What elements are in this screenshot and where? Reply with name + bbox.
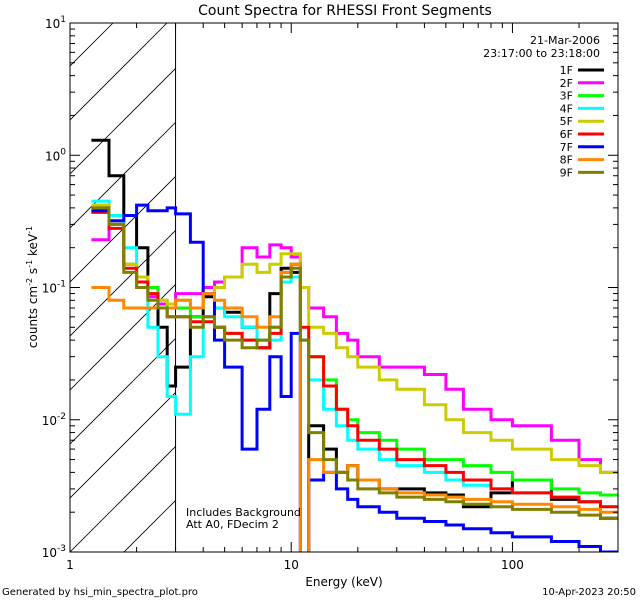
legend-label-6F: 6F (560, 128, 573, 141)
observation-time-range: 23:17:00 to 23:18:00 (483, 47, 600, 60)
x-axis-label: Energy (keV) (305, 575, 382, 589)
x-tick-labels: 1 10 100 (66, 558, 524, 572)
hatch-line (70, 67, 176, 175)
x-tick-label: 10 (284, 558, 299, 572)
legend-label-5F: 5F (560, 115, 573, 128)
y-tick-base: 10 (42, 282, 57, 296)
series-line-8F (91, 262, 618, 552)
annotation-attenuator: Att A0, FDecim 2 (186, 518, 279, 531)
y-tick-base: 10 (42, 546, 57, 560)
hatch-line (70, 283, 176, 391)
series-line-4F (91, 199, 618, 509)
y-label-part: keV (26, 233, 40, 260)
axis-ticks (69, 22, 619, 553)
attenuator-hatch-region (70, 23, 176, 552)
hatch-line (70, 391, 176, 499)
y-tick-exponent: -3 (57, 544, 66, 554)
y-tick-exponent: 0 (60, 147, 66, 157)
legend-label-2F: 2F (560, 77, 573, 90)
legend-label-3F: 3F (560, 90, 573, 103)
hatch-line (70, 229, 176, 337)
series-line-2F (91, 222, 618, 474)
legend-label-4F: 4F (560, 102, 573, 115)
y-label-part: s (26, 268, 40, 278)
chart-title: Count Spectra for RHESSI Front Segments (198, 3, 492, 19)
y-axis-label: counts cm-2 s-1 keV-1 (25, 226, 40, 348)
annotation-background: Includes Background (186, 506, 301, 519)
y-label-exp: -1 (25, 226, 34, 234)
y-tick-exponent: -2 (57, 412, 66, 422)
series-line-6F (91, 210, 618, 509)
hatch-line (70, 23, 168, 121)
y-tick-label: 10-1 (42, 280, 66, 296)
footer-timestamp: 10-Apr-2023 20:50 (542, 587, 636, 598)
series-line-5F (91, 203, 618, 474)
observation-date: 21-Mar-2006 (530, 34, 600, 47)
y-label-exp: -1 (25, 260, 34, 268)
legend-label-1F: 1F (560, 64, 573, 77)
y-tick-label: 10-2 (42, 412, 66, 428)
footer-generated-by: Generated by hsi_min_spectra_plot.pro (2, 587, 198, 598)
y-tick-exponent: 1 (60, 15, 66, 25)
y-tick-base: 10 (45, 149, 60, 163)
y-tick-label: 100 (45, 147, 66, 163)
x-tick-label: 100 (501, 558, 524, 572)
series-group (91, 138, 618, 552)
y-tick-label: 101 (45, 15, 66, 31)
y-tick-exponent: -1 (57, 280, 66, 290)
y-tick-base: 10 (45, 17, 60, 31)
x-tick-label: 1 (66, 558, 74, 572)
y-label-part: counts cm (26, 286, 40, 348)
y-label-exp: -2 (25, 278, 34, 286)
y-tick-label: 10-3 (42, 544, 66, 560)
legend-label-9F: 9F (560, 166, 573, 179)
hatch-line (70, 445, 176, 552)
legend-label-8F: 8F (560, 154, 573, 167)
series-line-9F (91, 206, 618, 520)
legend-label-7F: 7F (560, 141, 573, 154)
y-tick-base: 10 (42, 414, 57, 428)
